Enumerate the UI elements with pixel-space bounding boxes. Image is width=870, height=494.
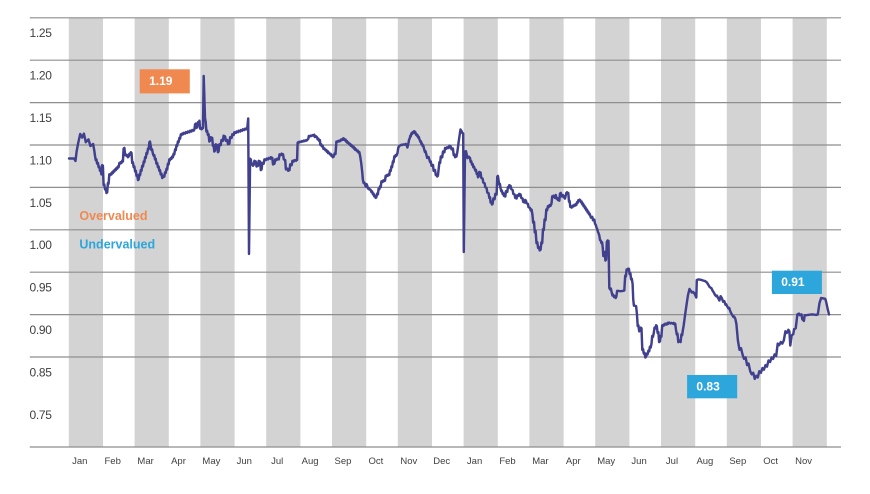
svg-text:Oct: Oct: [369, 456, 384, 467]
svg-text:0.75: 0.75: [30, 408, 53, 422]
svg-text:1.05: 1.05: [30, 196, 53, 210]
svg-text:Sep: Sep: [729, 456, 746, 467]
svg-text:Dec: Dec: [433, 456, 450, 467]
svg-text:Overvalued: Overvalued: [79, 209, 147, 223]
svg-text:Aug: Aug: [302, 456, 319, 467]
svg-text:Mar: Mar: [532, 456, 548, 467]
svg-text:Mar: Mar: [137, 456, 153, 467]
svg-text:Jan: Jan: [467, 456, 482, 467]
svg-text:0.85: 0.85: [30, 365, 53, 379]
svg-text:Jul: Jul: [666, 456, 678, 467]
svg-text:May: May: [202, 456, 220, 467]
svg-text:0.90: 0.90: [30, 323, 53, 337]
svg-text:Nov: Nov: [795, 456, 812, 467]
svg-text:1.20: 1.20: [30, 69, 53, 83]
svg-text:Jul: Jul: [271, 456, 283, 467]
svg-text:1.25: 1.25: [30, 26, 53, 40]
svg-text:Jun: Jun: [237, 456, 252, 467]
svg-text:1.15: 1.15: [30, 111, 53, 125]
svg-text:1.00: 1.00: [30, 238, 53, 252]
svg-text:Oct: Oct: [763, 456, 778, 467]
svg-text:Apr: Apr: [171, 456, 186, 467]
svg-text:1.19: 1.19: [149, 74, 173, 88]
svg-text:Nov: Nov: [400, 456, 417, 467]
svg-text:Jan: Jan: [72, 456, 87, 467]
svg-text:Undervalued: Undervalued: [79, 237, 155, 251]
svg-text:Apr: Apr: [566, 456, 581, 467]
svg-text:1.10: 1.10: [30, 153, 53, 167]
svg-text:0.83: 0.83: [696, 379, 720, 393]
svg-text:Jun: Jun: [631, 456, 646, 467]
svg-text:Sep: Sep: [335, 456, 352, 467]
svg-text:0.95: 0.95: [30, 281, 53, 295]
svg-text:0.91: 0.91: [781, 275, 805, 289]
svg-text:Aug: Aug: [696, 456, 713, 467]
svg-text:Feb: Feb: [105, 456, 121, 467]
svg-text:Feb: Feb: [499, 456, 515, 467]
svg-text:May: May: [597, 456, 615, 467]
